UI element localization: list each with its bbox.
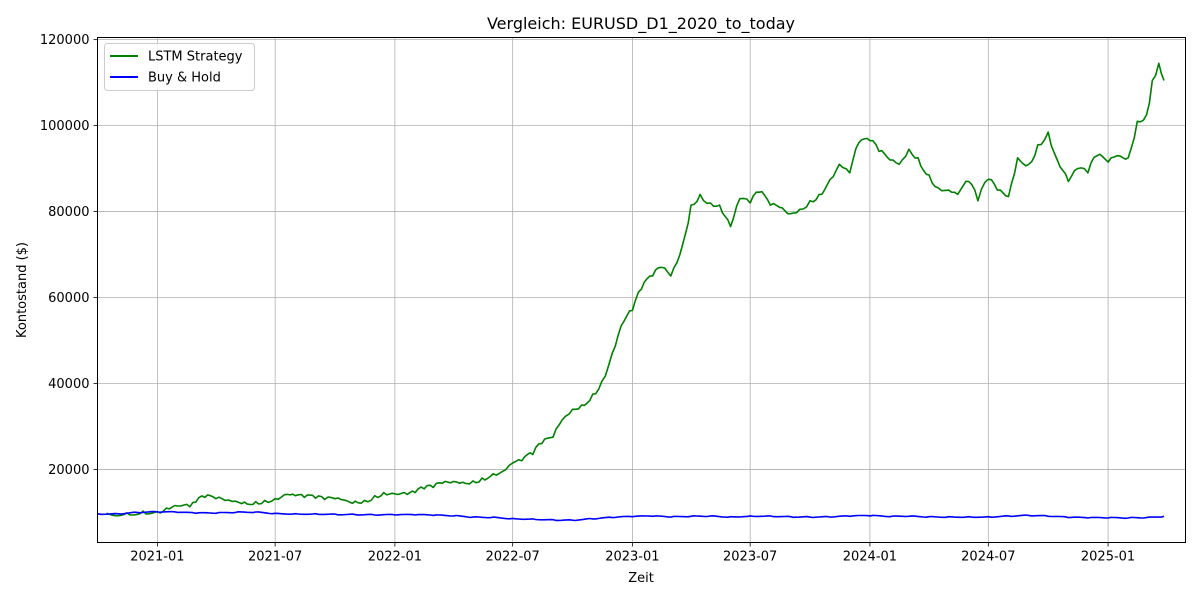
- legend-label-buy-and-hold: Buy & Hold: [148, 71, 221, 86]
- y-tick-label: 100000: [40, 119, 90, 134]
- x-tick-label: 2022-07: [485, 550, 539, 565]
- legend: LSTM Strategy Buy & Hold: [104, 43, 255, 91]
- x-tick-label: 2024-07: [961, 550, 1015, 565]
- y-tick-label: 80000: [48, 205, 89, 220]
- axis-ticks: 2021-01 2021-07 2022-01 2022-07 2023-01 2023-…: [40, 33, 1135, 564]
- legend-frame: [104, 43, 255, 91]
- plot-area-frame: [97, 37, 1186, 543]
- y-tick-label: 120000: [40, 33, 90, 48]
- x-tick-label: 2023-07: [723, 550, 777, 565]
- plot-lines: [97, 62, 1165, 522]
- y-tick-label: 20000: [48, 463, 89, 478]
- chart-title: Vergleich: EURUSD_D1_2020_to_today: [487, 14, 795, 34]
- x-tick-label: 2024-01: [843, 550, 897, 565]
- x-tick-label: 2023-01: [605, 550, 659, 565]
- x-tick-label: 2021-01: [130, 550, 184, 565]
- x-tick-label: 2025-01: [1081, 550, 1135, 565]
- x-tick-label: 2022-01: [368, 550, 422, 565]
- grid: [97, 37, 1186, 543]
- legend-label-lstm-strategy: LSTM Strategy: [148, 50, 243, 65]
- series-line-buy-hold: [97, 510, 1165, 522]
- series-line-lstm-strategy: [106, 62, 1165, 517]
- y-axis-label: Kontostand ($): [15, 242, 30, 338]
- x-axis-label: Zeit: [628, 571, 654, 586]
- x-tick-label: 2021-07: [248, 550, 302, 565]
- y-tick-label: 60000: [48, 291, 89, 306]
- y-tick-label: 40000: [48, 377, 89, 392]
